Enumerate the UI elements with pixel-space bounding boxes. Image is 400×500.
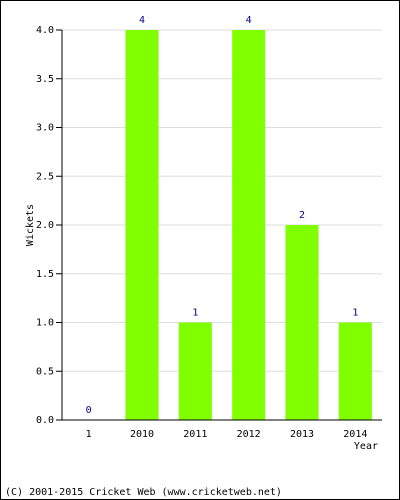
value-label: 1 (192, 308, 198, 319)
x-axis-label: Year (354, 441, 378, 452)
footer: (C) 2001-2015 Cricket Web (www.cricketwe… (5, 487, 282, 498)
y-tick-label: 1.0 (36, 318, 54, 329)
bar (338, 322, 372, 420)
x-tick-label: 2012 (237, 429, 261, 440)
y-tick-label: 2.5 (36, 171, 54, 182)
bar (178, 322, 212, 420)
x-tick-label: 2011 (183, 429, 207, 440)
y-tick-label: 4.0 (36, 25, 54, 36)
y-tick-label: 3.5 (36, 74, 54, 85)
y-tick-label: 0.0 (36, 415, 54, 426)
bar (232, 30, 266, 420)
value-label: 4 (139, 15, 145, 26)
y-tick-label: 0.5 (36, 366, 54, 377)
y-tick-label: 3.0 (36, 123, 54, 134)
value-label: 2 (299, 210, 305, 221)
value-label: 0 (86, 405, 92, 416)
bar (285, 225, 319, 420)
value-label: 4 (246, 15, 252, 26)
x-tick-label: 1 (86, 429, 92, 440)
x-tick-label: 2013 (290, 429, 314, 440)
bar (125, 30, 159, 420)
x-tick-label: 2010 (130, 429, 154, 440)
x-tick-label: 2014 (343, 429, 367, 440)
y-tick-label: 2.0 (36, 220, 54, 231)
y-axis-label: Wickets (25, 204, 36, 246)
y-tick-label: 1.5 (36, 269, 54, 280)
value-label: 1 (352, 308, 358, 319)
